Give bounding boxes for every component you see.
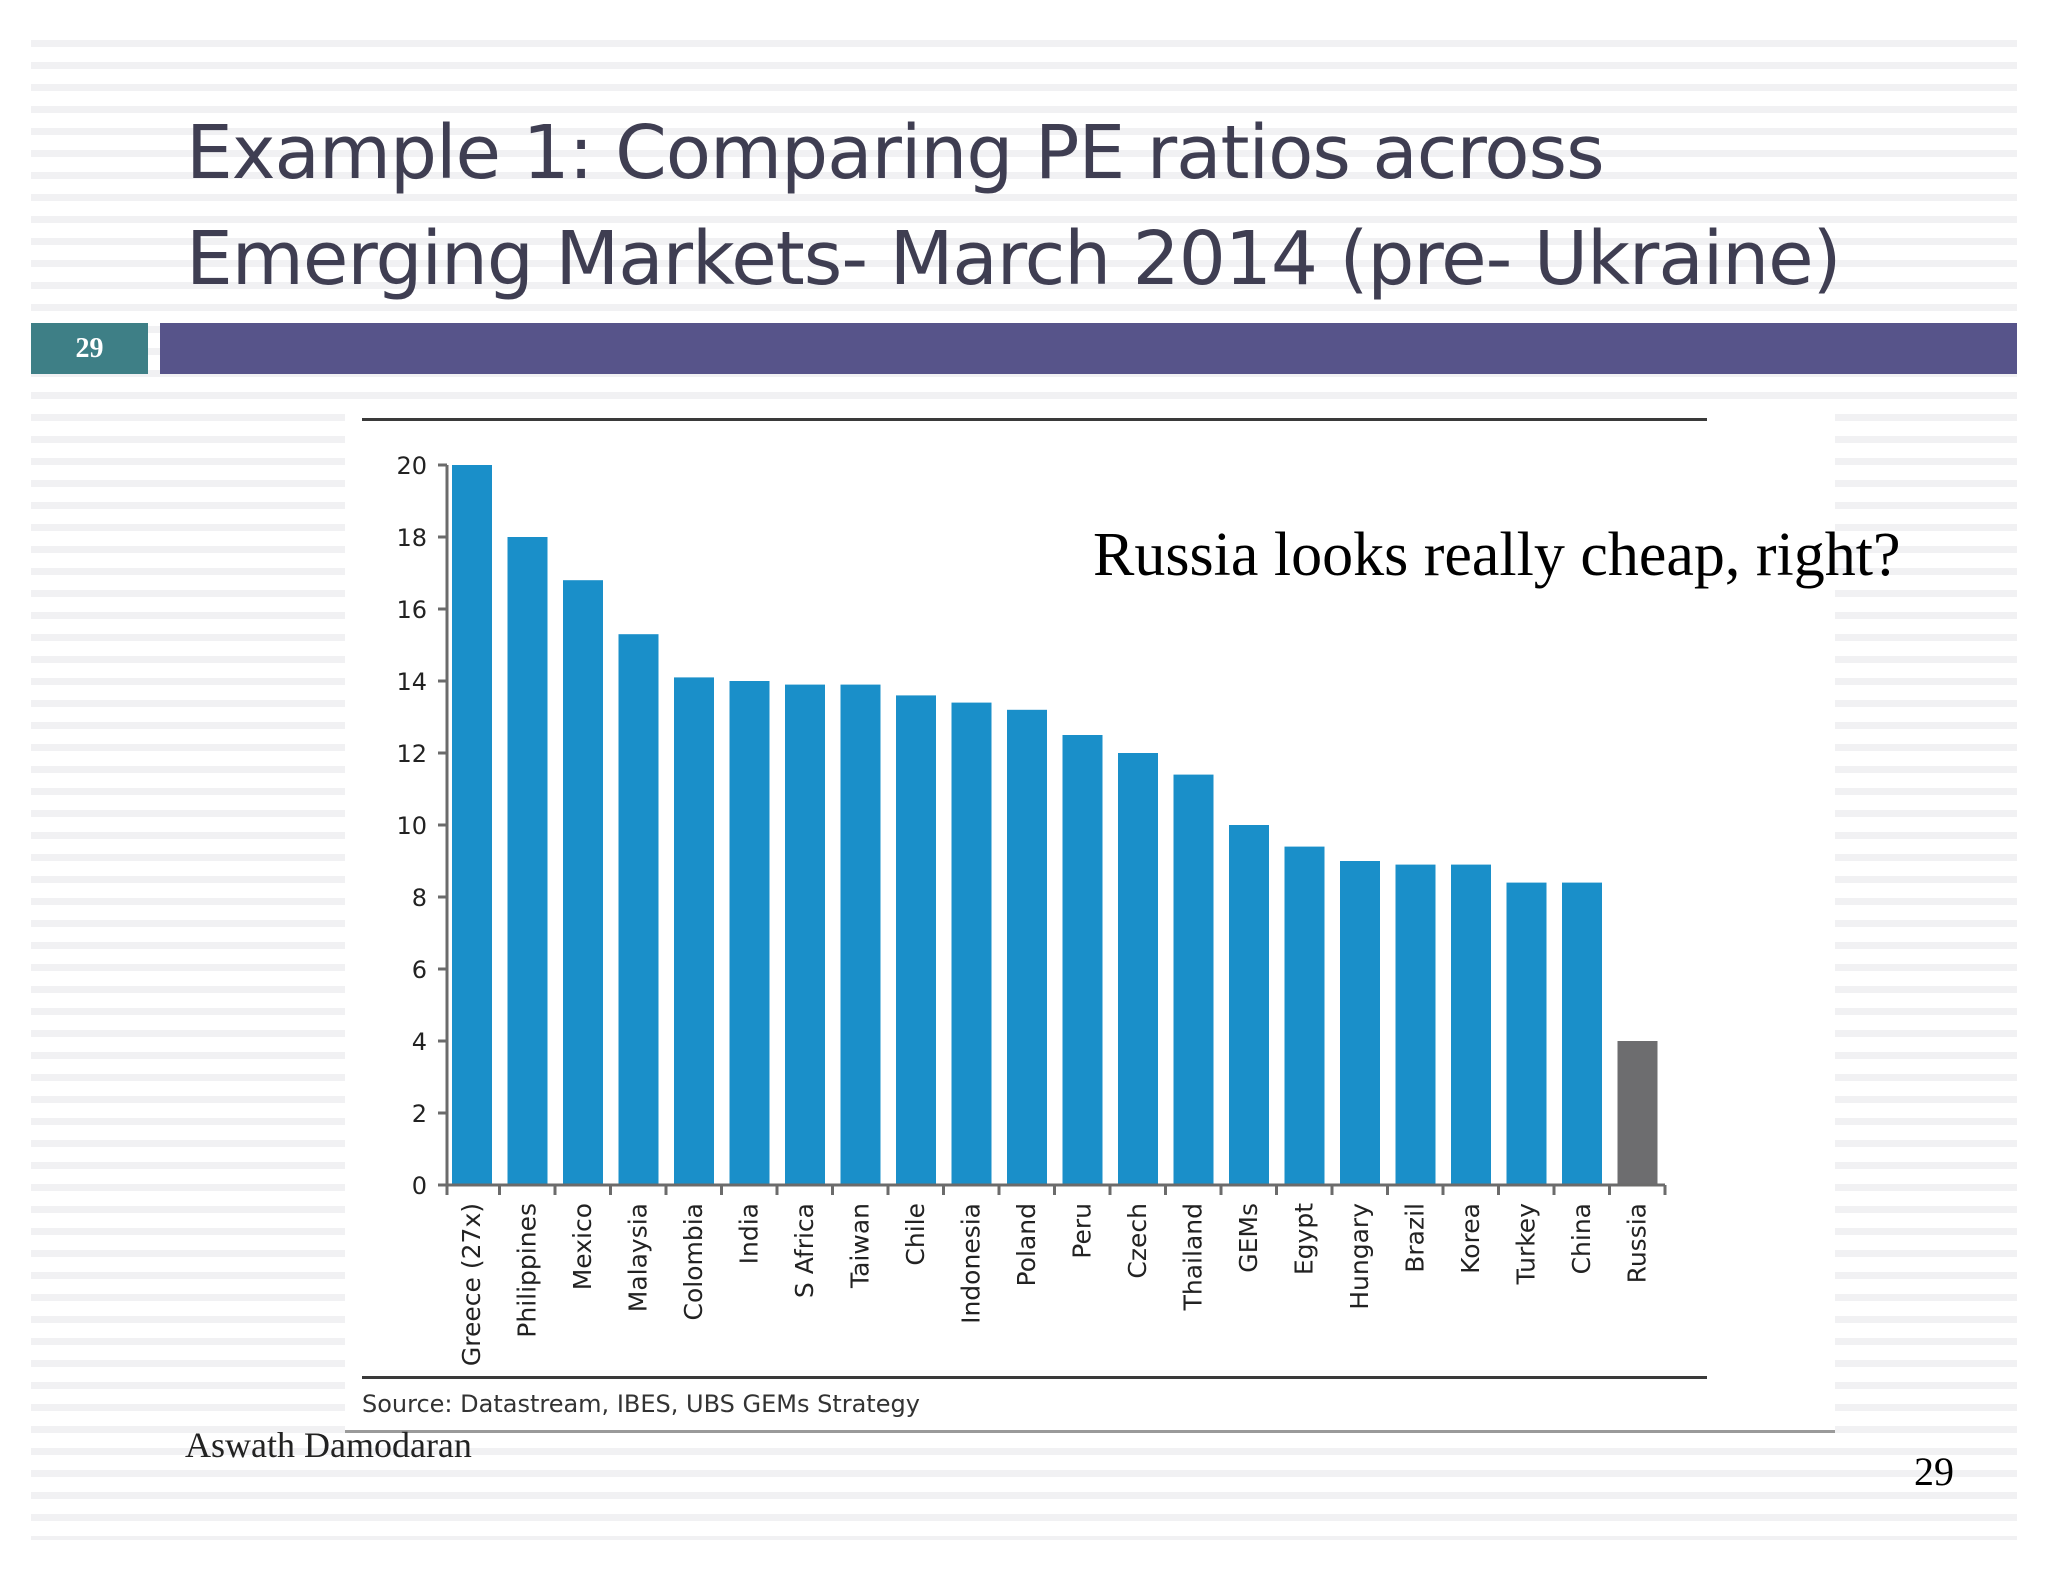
header-bar bbox=[160, 323, 2017, 374]
x-tick-label: China bbox=[1567, 1203, 1596, 1274]
x-tick-label: Taiwan bbox=[846, 1203, 875, 1289]
y-tick-label: 18 bbox=[396, 524, 427, 552]
bar-hungary bbox=[1340, 861, 1380, 1185]
y-tick-label: 16 bbox=[396, 596, 427, 624]
bar-peru bbox=[1062, 735, 1103, 1185]
bar-turkey bbox=[1506, 882, 1547, 1185]
panel-underline bbox=[345, 1430, 1835, 1433]
x-tick-label: Egypt bbox=[1290, 1203, 1319, 1275]
chart-annotation: Russia looks really cheap, right? bbox=[1093, 521, 1901, 589]
x-tick-label: Mexico bbox=[568, 1203, 597, 1290]
bar-india bbox=[729, 681, 770, 1185]
y-tick-label: 20 bbox=[396, 452, 427, 480]
bar-czech bbox=[1118, 753, 1158, 1185]
y-tick-label: 14 bbox=[396, 668, 427, 696]
bar-egypt bbox=[1284, 846, 1325, 1185]
title-line-2: Emerging Markets- March 2014 (pre- Ukrai… bbox=[186, 216, 1842, 302]
x-tick-label: Colombia bbox=[679, 1203, 708, 1320]
y-tick-label: 6 bbox=[412, 956, 427, 984]
x-tick-label: Malaysia bbox=[624, 1203, 653, 1312]
footer-author: Aswath Damodaran bbox=[185, 1425, 472, 1465]
bar-brazil bbox=[1395, 864, 1436, 1185]
bar-greece-27x- bbox=[452, 465, 492, 1185]
x-tick-label: Peru bbox=[1068, 1203, 1097, 1259]
bar-gems bbox=[1229, 825, 1269, 1185]
x-tick-label: India bbox=[735, 1203, 764, 1264]
y-axis: 0 2 4 6 8 10 12 14 16 18 20 bbox=[396, 452, 449, 1200]
y-tick-label: 10 bbox=[396, 812, 427, 840]
x-tick-label: Russia bbox=[1623, 1203, 1652, 1283]
x-tick-label: Korea bbox=[1456, 1203, 1485, 1274]
bar-mexico bbox=[563, 580, 603, 1185]
x-tick-label: Thailand bbox=[1179, 1203, 1208, 1311]
bar-chile bbox=[896, 695, 936, 1185]
bar-thailand bbox=[1173, 774, 1214, 1185]
y-tick-label: 4 bbox=[412, 1028, 427, 1056]
x-tick-label: Brazil bbox=[1401, 1203, 1430, 1273]
bar-s-africa bbox=[785, 684, 825, 1185]
bar-korea bbox=[1451, 864, 1491, 1185]
slide-number-badge: 29 bbox=[31, 323, 148, 374]
bar-poland bbox=[1007, 709, 1047, 1185]
x-axis: Greece (27x) Philippines Mexico Malaysia Col… bbox=[445, 1183, 1667, 1366]
x-tick-label: Greece (27x) bbox=[457, 1203, 486, 1366]
bar-indonesia bbox=[951, 702, 992, 1185]
x-tick-label: Hungary bbox=[1345, 1203, 1374, 1310]
bars bbox=[452, 465, 1658, 1185]
x-tick-label: GEMs bbox=[1234, 1203, 1263, 1273]
bar-china bbox=[1562, 882, 1602, 1185]
y-tick-label: 12 bbox=[396, 740, 427, 768]
x-tick-label: Poland bbox=[1012, 1203, 1041, 1286]
chart-top-rule bbox=[362, 418, 1707, 421]
title-line-1: Example 1: Comparing PE ratios across bbox=[186, 110, 1605, 196]
x-tick-label: Chile bbox=[901, 1203, 930, 1266]
y-tick-label: 8 bbox=[412, 884, 427, 912]
x-tick-label: S Africa bbox=[790, 1203, 819, 1298]
bar-russia bbox=[1617, 1041, 1658, 1185]
chart-source: Source: Datastream, IBES, UBS GEMs Strat… bbox=[362, 1390, 920, 1418]
y-tick-label: 0 bbox=[412, 1172, 427, 1200]
y-tick-label: 2 bbox=[412, 1100, 427, 1128]
footer-page-number: 29 bbox=[1914, 1449, 1954, 1494]
x-tick-label: Philippines bbox=[513, 1203, 542, 1338]
x-tick-label: Indonesia bbox=[957, 1203, 986, 1324]
bar-taiwan bbox=[840, 684, 881, 1185]
x-tick-label: Turkey bbox=[1512, 1203, 1541, 1286]
chart-bottom-rule bbox=[362, 1376, 1707, 1379]
bar-philippines bbox=[507, 537, 548, 1185]
bar-malaysia bbox=[618, 634, 659, 1185]
x-tick-label: Czech bbox=[1123, 1203, 1152, 1279]
slide-title: Example 1: Comparing PE ratios across Em… bbox=[186, 100, 1886, 312]
bar-colombia bbox=[674, 677, 714, 1185]
